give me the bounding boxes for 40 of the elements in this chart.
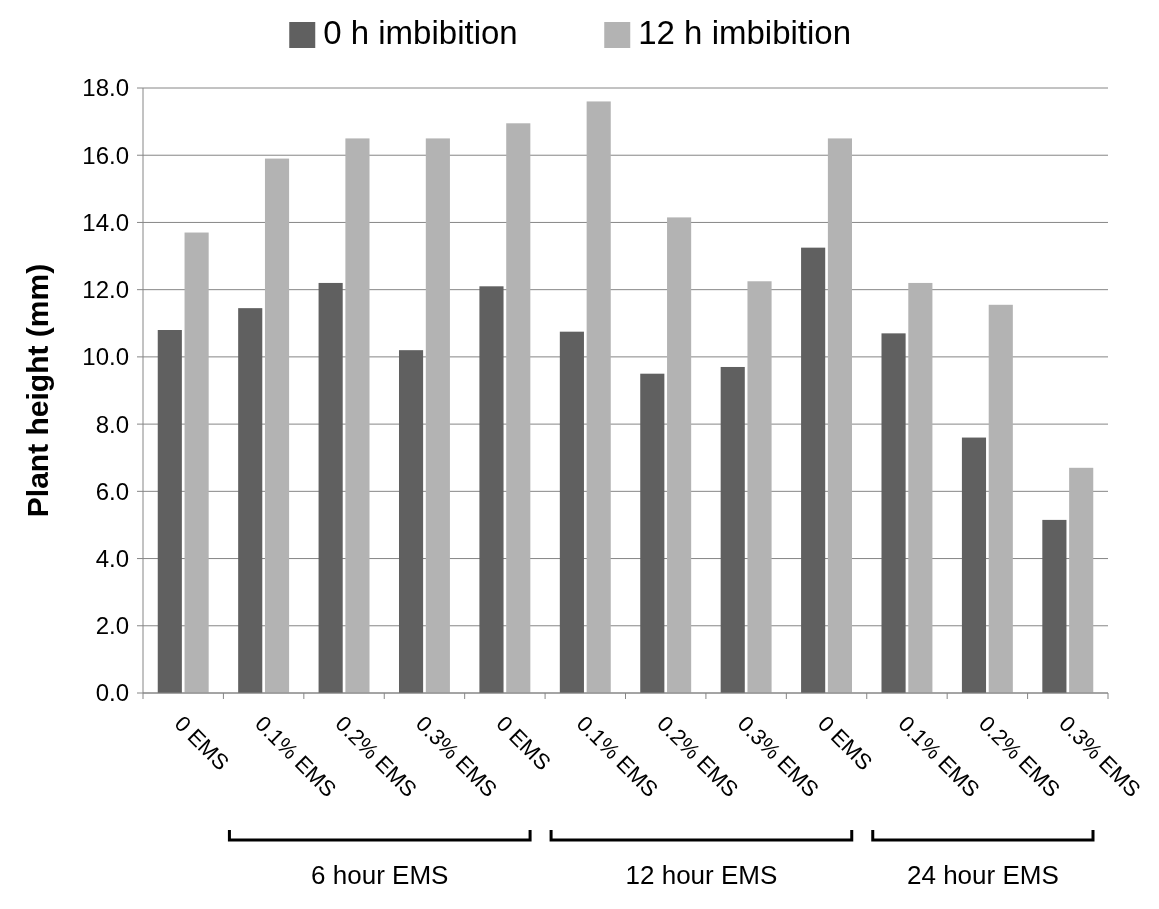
y-tick-label: 8.0 (95, 410, 129, 438)
y-tick-label: 4.0 (95, 544, 129, 572)
y-axis-title: Plant height (mm) (21, 263, 54, 518)
bar (827, 138, 853, 693)
legend-label: 0 h imbibition (323, 14, 518, 51)
bar (881, 333, 906, 693)
bar (1069, 467, 1094, 693)
text: 6 hour EMS (311, 860, 449, 890)
bar (238, 308, 263, 693)
y-tick-label: 18.0 (82, 74, 129, 102)
bar (801, 247, 826, 693)
bar (398, 350, 424, 693)
bar (747, 281, 772, 693)
y-tick-label: 12.0 (82, 276, 129, 304)
legend-label: 12 h imbibition (638, 14, 852, 51)
bar (425, 138, 450, 693)
bar (1042, 519, 1067, 693)
bar (961, 437, 987, 693)
text: 12 hour EMS (625, 860, 778, 890)
bar (479, 286, 504, 693)
bar (264, 158, 290, 693)
bar (157, 330, 182, 693)
bar (640, 373, 665, 693)
bar (667, 217, 692, 693)
y-tick-label: 16.0 (82, 141, 129, 169)
bar (506, 123, 531, 693)
bar (184, 232, 209, 693)
bar (988, 304, 1013, 693)
bar (559, 331, 584, 693)
bar (908, 282, 933, 693)
bar (318, 282, 343, 693)
bar (345, 138, 370, 693)
y-tick-label: 10.0 (82, 343, 129, 371)
bar (720, 366, 745, 693)
y-tick-label: 0.0 (95, 679, 129, 707)
text: 24 hour EMS (907, 860, 1059, 890)
bar (586, 101, 611, 693)
y-tick-label: 2.0 (95, 612, 129, 640)
y-tick-label: 6.0 (95, 477, 129, 505)
y-tick-label: 14.0 (82, 208, 129, 236)
